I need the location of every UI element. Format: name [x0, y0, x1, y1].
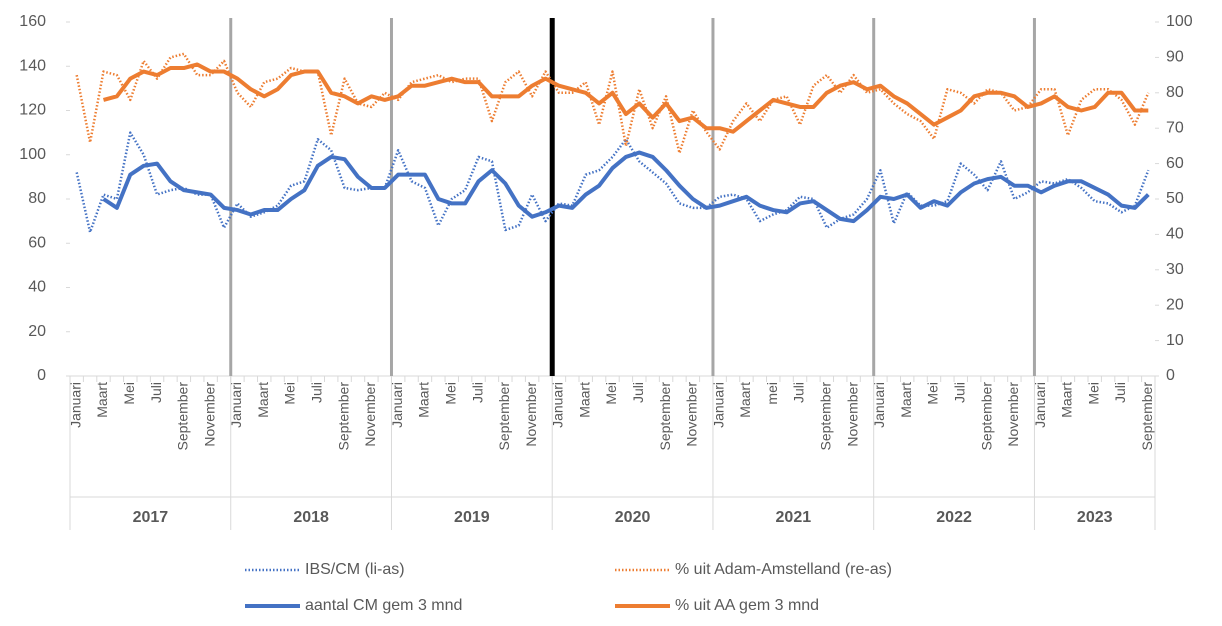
x-tick-label: November	[1005, 382, 1021, 447]
year-label: 2019	[454, 509, 490, 526]
x-tick-label: November	[523, 382, 539, 447]
y2-tick-label: 70	[1166, 119, 1184, 136]
x-tick-label: September	[335, 382, 351, 451]
y-tick-label: 60	[28, 234, 46, 251]
x-tick-label: Juli	[469, 382, 485, 403]
x-tick-label: Juli	[951, 382, 967, 403]
x-tick-label: September	[1139, 382, 1155, 451]
x-tick-label: November	[362, 382, 378, 447]
y2-tick-label: 0	[1166, 367, 1175, 384]
x-tick-label: Januari	[67, 382, 83, 428]
x-tick-label: Januari	[871, 382, 887, 428]
x-tick-label: Juli	[148, 382, 164, 403]
x-tick-label: Maart	[94, 382, 110, 418]
x-tick-label: Januari	[389, 382, 405, 428]
x-tick-label: mei	[764, 382, 780, 405]
y2-tick-label: 30	[1166, 261, 1184, 278]
y-tick-label: 140	[19, 57, 46, 74]
x-tick-label: Mei	[121, 382, 137, 405]
x-tick-label: Januari	[710, 382, 726, 428]
x-tick-label: Juli	[1112, 382, 1128, 403]
x-tick-label: November	[684, 382, 700, 447]
x-tick-label: Juli	[630, 382, 646, 403]
x-tick-label: Januari	[550, 382, 566, 428]
series-line	[75, 52, 1150, 155]
x-tick-label: Mei	[1085, 382, 1101, 405]
y-tick-label: 20	[28, 323, 46, 340]
y2-tick-label: 100	[1166, 13, 1193, 30]
y-tick-label: 80	[28, 190, 46, 207]
legend-label: IBS/CM (li-as)	[305, 561, 405, 578]
x-tick-label: Januari	[1032, 382, 1048, 428]
x-tick-label: Maart	[416, 382, 432, 418]
x-tick-label: Juli	[791, 382, 807, 403]
year-label: 2021	[776, 509, 812, 526]
x-tick-label: Maart	[1059, 382, 1075, 418]
series-line	[102, 150, 1150, 224]
x-tick-label: Mei	[442, 382, 458, 405]
y-tick-label: 100	[19, 146, 46, 163]
x-tick-label: September	[175, 382, 191, 451]
x-tick-label: Mei	[925, 382, 941, 405]
x-tick-label: Januari	[228, 382, 244, 428]
y-tick-label: 160	[19, 13, 46, 30]
legend-label: % uit Adam-Amstelland (re-as)	[675, 561, 892, 578]
x-tick-label: Mei	[282, 382, 298, 405]
y2-tick-label: 20	[1166, 296, 1184, 313]
series-line	[102, 62, 1149, 134]
year-label: 2022	[936, 509, 972, 526]
year-label: 2018	[293, 509, 329, 526]
y-tick-label: 0	[37, 367, 46, 384]
x-tick-label: November	[844, 382, 860, 447]
y-tick-label: 40	[28, 279, 46, 296]
y2-tick-label: 60	[1166, 155, 1184, 172]
x-tick-label: Maart	[737, 382, 753, 418]
x-tick-label: Maart	[898, 382, 914, 418]
legend-label: % uit AA gem 3 mnd	[675, 597, 819, 614]
year-label: 2020	[615, 509, 651, 526]
y-tick-label: 120	[19, 102, 46, 119]
x-tick-label: Maart	[255, 382, 271, 418]
x-tick-label: Mei	[603, 382, 619, 405]
y2-tick-label: 50	[1166, 190, 1184, 207]
y2-tick-label: 90	[1166, 49, 1184, 66]
x-tick-label: September	[978, 382, 994, 451]
legend-label: aantal CM gem 3 mnd	[305, 597, 462, 614]
x-tick-label: Juli	[309, 382, 325, 403]
y2-tick-label: 80	[1166, 84, 1184, 101]
y2-tick-label: 10	[1166, 332, 1184, 349]
y2-tick-label: 40	[1166, 226, 1184, 243]
year-label: 2017	[133, 509, 169, 526]
x-tick-label: September	[818, 382, 834, 451]
x-tick-label: November	[201, 382, 217, 447]
x-tick-label: Maart	[576, 382, 592, 418]
series-line	[75, 131, 1150, 234]
x-tick-label: September	[657, 382, 673, 451]
x-tick-label: September	[496, 382, 512, 451]
year-label: 2023	[1077, 509, 1113, 526]
